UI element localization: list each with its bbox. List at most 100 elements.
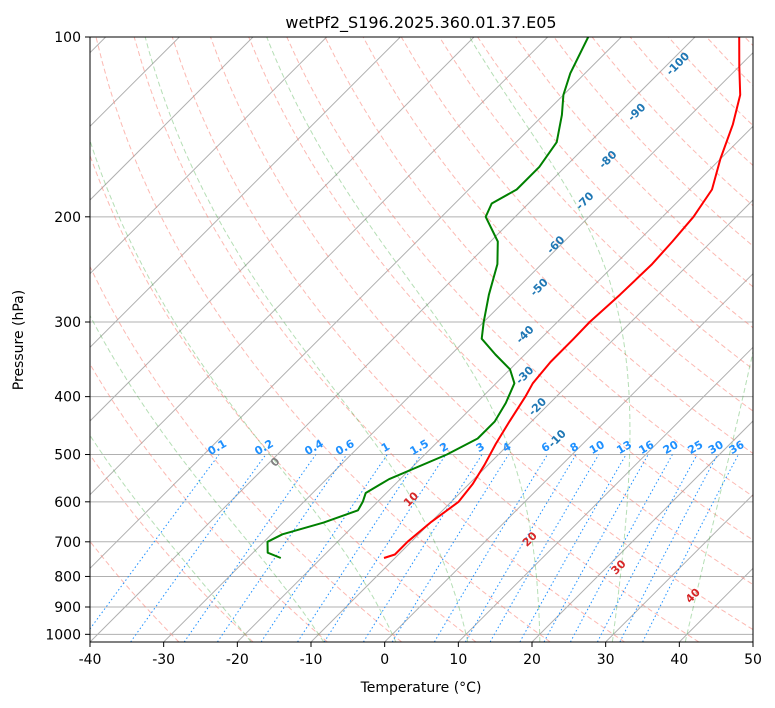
y-tick-label: 1000 bbox=[45, 627, 81, 643]
dry-adiabat-line bbox=[90, 540, 180, 642]
x-tick-label: 10 bbox=[449, 652, 467, 668]
dry-adiabat-line bbox=[90, 453, 254, 642]
dry-adiabat-line bbox=[553, 37, 753, 247]
y-axis-ticks: 100 200 300 400 500 600 700 800 900 1000 bbox=[45, 30, 90, 643]
dry-adiabat-line bbox=[438, 37, 753, 370]
isotherm-line bbox=[90, 37, 401, 349]
isotherm-line bbox=[605, 493, 753, 642]
y-tick-label: 900 bbox=[54, 600, 81, 616]
x-tick-label: 30 bbox=[597, 652, 615, 668]
dry-adiabat-line bbox=[324, 37, 753, 498]
moist-adiabat-line bbox=[684, 349, 753, 642]
isotherm-line bbox=[90, 37, 622, 570]
theta-label: -90 bbox=[625, 101, 648, 124]
dewpoint-trace bbox=[266, 37, 590, 559]
theta-label: -100 bbox=[664, 49, 693, 78]
theta-label: -20 bbox=[526, 395, 549, 418]
y-tick-label: 700 bbox=[54, 535, 81, 551]
moist-adiabat-line bbox=[90, 138, 397, 642]
x-tick-label: 50 bbox=[744, 652, 762, 668]
mixing-ratio-line bbox=[619, 454, 719, 642]
mixing-ratio-line bbox=[519, 454, 627, 642]
moist-adiabat-line bbox=[90, 314, 325, 642]
x-tick-label: -20 bbox=[226, 652, 249, 668]
y-tick-label: 300 bbox=[54, 315, 81, 331]
theta-label: -80 bbox=[596, 148, 619, 171]
dry-adiabat-line bbox=[515, 37, 753, 288]
mixing-ratio-line bbox=[323, 454, 447, 642]
dry-adiabat-line bbox=[400, 37, 753, 412]
y-tick-label: 100 bbox=[54, 30, 81, 46]
dry-adiabat-line bbox=[171, 37, 700, 642]
dry-adiabat-line bbox=[210, 37, 753, 631]
moist-adiabats bbox=[90, 37, 753, 642]
mixing-ratio-line bbox=[569, 454, 673, 642]
x-tick-label: 40 bbox=[670, 652, 688, 668]
mixing-ratio-line bbox=[130, 454, 267, 642]
isotherm-line bbox=[90, 37, 254, 201]
grid-lines bbox=[90, 37, 753, 642]
chart-title: wetPf2_S196.2025.360.01.37.E05 bbox=[285, 13, 556, 33]
dry-adiabat-line bbox=[95, 37, 551, 642]
isotherm-line bbox=[236, 125, 753, 642]
isotherm-line bbox=[531, 420, 753, 642]
annotation-labels: 0.1 0.2 0.4 0.6 1 1.5 2 3 4 6 8 10 13 16 20 25 30 36-100-… bbox=[206, 49, 747, 605]
isotherm-line bbox=[678, 567, 753, 642]
isotherm-line bbox=[310, 199, 753, 642]
x-tick-label: -30 bbox=[152, 652, 175, 668]
dry-adiabat-line bbox=[286, 37, 753, 541]
mixing-ratio-line bbox=[260, 454, 388, 642]
x-tick-label: 0 bbox=[380, 652, 389, 668]
mixing-ratio-line bbox=[433, 454, 548, 642]
mixing-ratio-label: 3 bbox=[474, 440, 487, 455]
dry-adiabat-line bbox=[248, 37, 753, 586]
isotherm-line bbox=[384, 272, 753, 642]
mixing-ratio-label: 4 bbox=[500, 440, 513, 455]
x-tick-label: 20 bbox=[523, 652, 541, 668]
mixing-ratio-line bbox=[90, 454, 220, 630]
dry-adiabat-line bbox=[668, 37, 753, 127]
isotherm-line bbox=[90, 37, 549, 496]
y-tick-label: 200 bbox=[54, 210, 81, 226]
moist-adiabat-label: 20 bbox=[520, 529, 540, 549]
isotherm-line bbox=[90, 37, 475, 422]
y-tick-label: 400 bbox=[54, 390, 81, 406]
moist-adiabat-label: 10 bbox=[401, 489, 421, 509]
x-axis-label: Temperature (°C) bbox=[360, 680, 482, 696]
moist-adiabat-label: 40 bbox=[683, 585, 703, 605]
isotherm-line bbox=[752, 641, 753, 642]
dry-adiabat-line bbox=[362, 37, 753, 455]
profile-traces bbox=[266, 37, 742, 559]
theta-label: -60 bbox=[544, 233, 567, 256]
mixing-ratio-line bbox=[362, 454, 483, 642]
mixing-ratio-line bbox=[596, 454, 698, 642]
mixing-ratio-line bbox=[183, 454, 317, 642]
mixing-ratio-line bbox=[297, 454, 422, 642]
plot-frame bbox=[89, 36, 754, 643]
y-tick-label: 600 bbox=[54, 495, 81, 511]
moist-adiabat-line bbox=[90, 434, 252, 642]
dry-adiabat-line bbox=[90, 265, 403, 642]
isotherm-line bbox=[90, 37, 328, 275]
dry-adiabat-line bbox=[591, 37, 753, 207]
dry-adiabats bbox=[90, 37, 753, 642]
x-axis-ticks: -40 -30 -20 -10 0 10 20 30 40 50 bbox=[79, 642, 762, 668]
y-tick-label: 500 bbox=[54, 448, 81, 464]
theta-label: -70 bbox=[573, 189, 596, 212]
dry-adiabat-line bbox=[90, 363, 328, 642]
moist-adiabat-line bbox=[469, 37, 631, 642]
y-tick-label: 800 bbox=[54, 569, 81, 585]
temperature-trace bbox=[383, 37, 742, 559]
mixing-ratio-line bbox=[216, 454, 348, 642]
isotherm-line bbox=[90, 37, 696, 642]
dry-adiabat-line bbox=[133, 37, 625, 642]
mixing-ratio-lines bbox=[90, 454, 739, 642]
dry-adiabat-line bbox=[744, 37, 753, 47]
mixing-ratio-line bbox=[464, 454, 577, 642]
isotherm-line bbox=[163, 51, 753, 642]
dry-adiabat-line bbox=[706, 37, 753, 87]
moist-adiabat-line bbox=[266, 37, 541, 642]
moist-adiabat-label: 30 bbox=[609, 557, 629, 577]
x-tick-label: -10 bbox=[300, 652, 323, 668]
